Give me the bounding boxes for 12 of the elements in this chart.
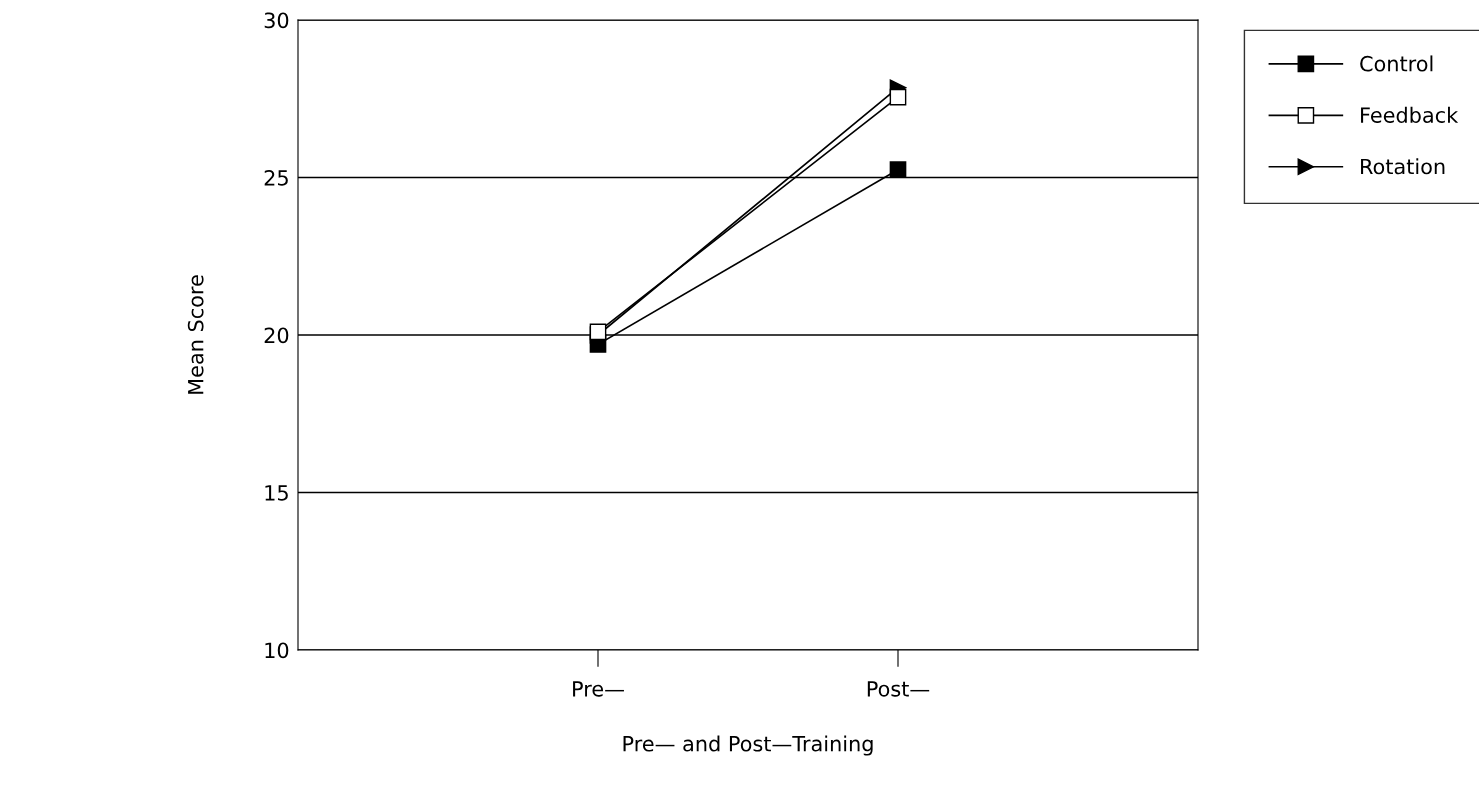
x-tick-label: Pre— xyxy=(573,681,624,697)
y-tick-label: 25 xyxy=(264,169,288,186)
x-tick-label: Post— xyxy=(867,681,930,697)
y-tick-label: 30 xyxy=(264,12,289,29)
legend-label: Feedback xyxy=(1361,106,1459,123)
y-axis-title: Mean Score xyxy=(187,275,204,394)
y-tick-label: 20 xyxy=(264,327,289,344)
y-tick-label: 10 xyxy=(265,642,289,659)
x-axis-title: Pre— and Post—Training xyxy=(623,735,873,756)
y-tick-label: 15 xyxy=(265,485,288,501)
legend-label: Control xyxy=(1360,55,1433,72)
legend-label: Rotation xyxy=(1361,158,1445,175)
